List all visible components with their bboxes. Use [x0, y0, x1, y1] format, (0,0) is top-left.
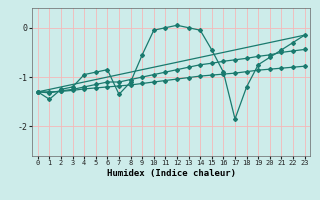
X-axis label: Humidex (Indice chaleur): Humidex (Indice chaleur): [107, 169, 236, 178]
